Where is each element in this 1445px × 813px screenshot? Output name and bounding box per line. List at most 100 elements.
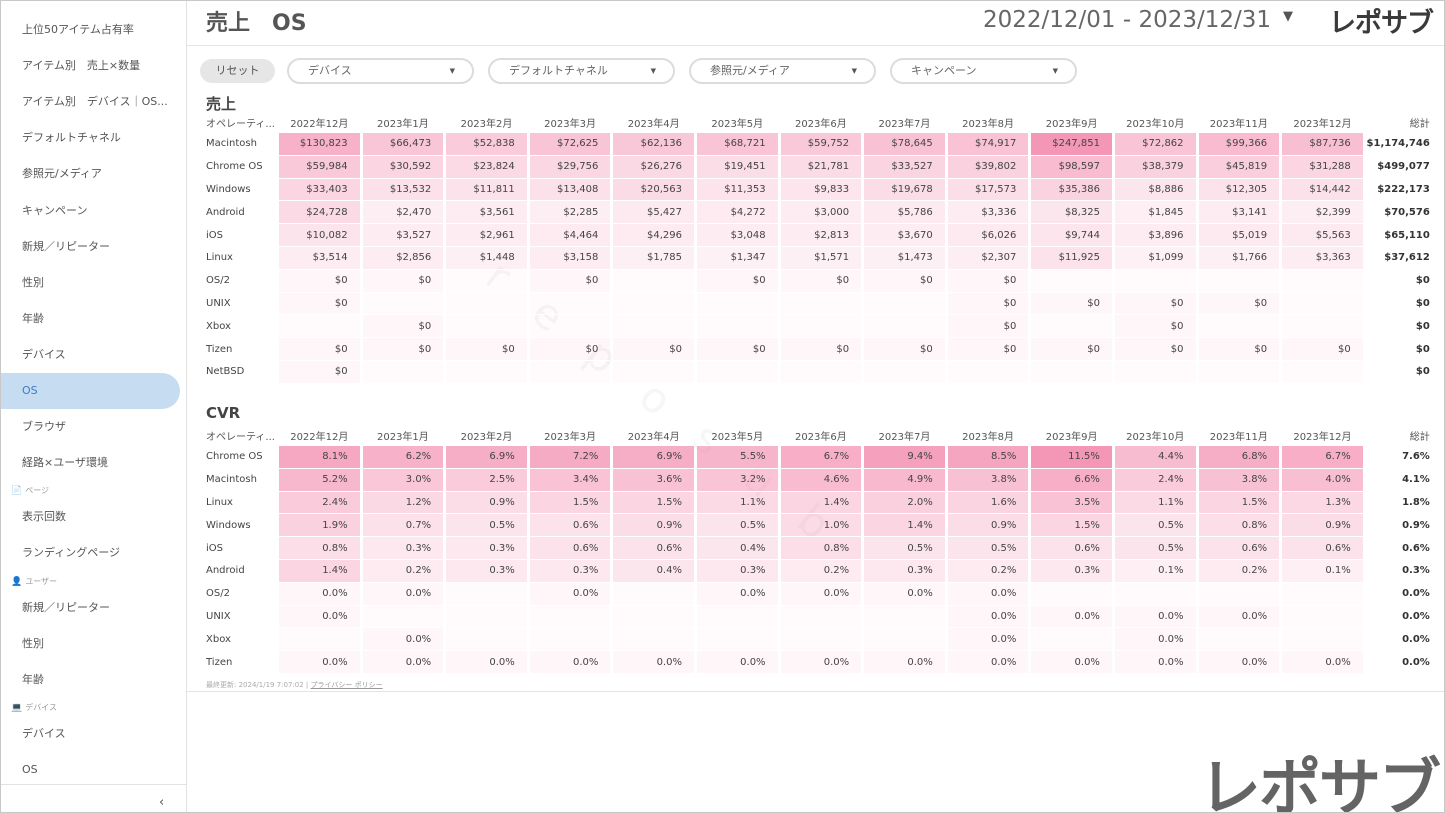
column-header-month[interactable]: 2023年12月 — [1293, 118, 1352, 130]
table-cell: $19,678 — [864, 177, 945, 201]
campaign-filter-dropdown[interactable]: キャンペーン ▼ — [890, 58, 1077, 84]
column-header-total[interactable]: 総計 — [1409, 431, 1430, 443]
column-header-month[interactable]: 2023年5月 — [711, 431, 764, 443]
table-cell — [1282, 581, 1363, 605]
sidebar-item[interactable]: OS — [1, 373, 180, 409]
sidebar-item[interactable]: 表示回数 — [22, 510, 66, 523]
brand-logo: レポサブ — [1329, 8, 1434, 39]
column-header-month[interactable]: 2023年3月 — [544, 431, 596, 443]
column-header-month[interactable]: 2023年10月 — [1126, 118, 1185, 130]
column-header-month[interactable]: 2023年12月 — [1293, 431, 1352, 443]
table-header-row: オペレーティ... 2022年12月 2023年1月 2023年2月 2023年3月 20… — [206, 425, 1432, 445]
table-cell: 0.2% — [780, 558, 862, 582]
column-header-month[interactable]: 2023年7月 — [878, 431, 931, 443]
page-title: 売上 OS — [206, 11, 307, 36]
column-header-month[interactable]: 2023年2月 — [460, 431, 513, 443]
sidebar-item[interactable]: 性別 — [22, 275, 44, 289]
column-header-month[interactable]: 2023年11月 — [1209, 118, 1268, 130]
column-header-month[interactable]: 2023年9月 — [1045, 118, 1098, 130]
sidebar-item[interactable]: 年齢 — [22, 673, 44, 686]
row-label: Tizen — [206, 337, 276, 360]
table-cell: 9.4% — [864, 445, 945, 468]
row-total: 0.6% — [1365, 536, 1432, 559]
column-header-month[interactable]: 2023年8月 — [962, 431, 1014, 443]
column-header-month[interactable]: 2023年3月 — [544, 118, 596, 130]
column-header-month[interactable]: 2023年1月 — [376, 431, 429, 443]
sidebar-item[interactable]: デフォルトチャネル — [22, 131, 121, 145]
table-cell: $45,819 — [1198, 154, 1280, 178]
column-header-month[interactable]: 2023年7月 — [878, 118, 931, 130]
sidebar-item[interactable]: 経路×ユーザ環境 — [22, 456, 108, 470]
column-header-month[interactable]: 2023年11月 — [1209, 431, 1268, 443]
sidebar-item[interactable]: アイテム別 デバイス｜OS... — [22, 95, 168, 109]
sidebar-item[interactable]: ブラウザ — [22, 420, 66, 434]
privacy-policy-link[interactable]: プライバシー ポリシー — [310, 681, 383, 689]
column-header-month[interactable]: 2023年4月 — [627, 118, 680, 130]
table-cell: 0.0% — [1198, 604, 1280, 628]
channel-filter-dropdown[interactable]: デフォルトチャネル ▼ — [488, 58, 675, 84]
column-header-month[interactable]: 2023年4月 — [627, 431, 680, 443]
column-header-dimension[interactable]: オペレーティ... — [206, 118, 275, 130]
column-header-month[interactable]: 2023年1月 — [376, 118, 429, 130]
table-cell: $1,845 — [1114, 200, 1196, 224]
table-cell: $0 — [1282, 337, 1363, 360]
table-cell: 8.1% — [279, 445, 360, 468]
table-cell: $3,141 — [1198, 200, 1280, 224]
column-header-dimension[interactable]: オペレーティ... — [206, 431, 275, 443]
sidebar-item[interactable]: 新規／リピーター — [22, 239, 110, 253]
sidebar-item[interactable]: キャンペーン — [22, 203, 88, 217]
table-cell: 0.5% — [446, 513, 527, 537]
date-range-picker[interactable]: 2022/12/01 - 2023/12/31 — [983, 7, 1272, 33]
table-cell: $1,473 — [864, 245, 945, 269]
table-cell — [279, 627, 360, 650]
sidebar-item[interactable]: アイテム別 売上×数量 — [22, 59, 141, 73]
sidebar-section-label: ページ — [25, 486, 50, 495]
table-cell: 0.1% — [1114, 558, 1196, 582]
row-total: $1,174,746 — [1365, 132, 1432, 155]
sidebar-item[interactable]: ランディングページ — [22, 546, 121, 559]
sidebar-item[interactable]: デバイス — [22, 347, 66, 361]
sidebar-item[interactable]: 参照元/メディア — [22, 167, 102, 181]
column-header-month[interactable]: 2023年9月 — [1045, 431, 1098, 443]
filter-label: デバイス — [308, 64, 352, 77]
table-cell: $21,781 — [780, 154, 862, 178]
column-header-month[interactable]: 2023年8月 — [962, 118, 1014, 130]
table-cell: $1,766 — [1198, 245, 1280, 269]
sidebar-item[interactable]: デバイス — [22, 727, 66, 740]
column-header-month[interactable]: 2023年10月 — [1126, 431, 1185, 443]
sidebar-item[interactable]: 上位50アイテム占有率 — [22, 23, 134, 36]
device-filter-dropdown[interactable]: デバイス ▼ — [287, 58, 474, 84]
table-cell — [696, 604, 778, 628]
footer: 最終更新: 2024/1/19 7:07:02 | プライバシー ポリシー — [203, 680, 386, 690]
column-header-month[interactable]: 2023年2月 — [460, 118, 513, 130]
caret-down-icon[interactable]: ▼ — [1283, 9, 1293, 24]
table-cell — [446, 604, 527, 628]
column-header-month[interactable]: 2023年6月 — [794, 118, 847, 130]
table-cell: $14,442 — [1282, 177, 1363, 201]
table-row: Android $24,728 $2,470 $3,561 $2,285 $5,427 $4… — [206, 200, 1432, 224]
caret-down-icon: ▼ — [851, 67, 857, 75]
column-header-month[interactable]: 2023年5月 — [711, 118, 764, 130]
source-medium-filter-dropdown[interactable]: 参照元/メディア ▼ — [689, 58, 876, 84]
sidebar-item[interactable]: 性別 — [22, 637, 44, 650]
table-cell: 3.8% — [1198, 467, 1280, 491]
column-header-month[interactable]: 2023年6月 — [794, 431, 847, 443]
table-cell: $39,802 — [947, 154, 1029, 178]
column-header-total[interactable]: 総計 — [1409, 118, 1430, 130]
table-cell — [446, 314, 527, 337]
table-cell — [529, 314, 611, 337]
sidebar-item[interactable]: 年齢 — [22, 311, 44, 325]
table-cell — [613, 359, 694, 383]
footer-separator: | — [305, 681, 309, 689]
table-cell: $33,527 — [864, 154, 945, 178]
chevron-left-icon[interactable]: ‹ — [159, 795, 165, 810]
column-header-month[interactable]: 2022年12月 — [290, 118, 349, 130]
row-label: OS/2 — [206, 268, 276, 292]
table-cell: $2,470 — [362, 200, 444, 224]
column-header-month[interactable]: 2022年12月 — [290, 431, 349, 443]
sidebar-item[interactable]: 新規／リピーター — [22, 601, 110, 614]
table-row: Linux 2.4% 1.2% 0.9% 1.5% 1.5% 1.1% 1.4% 2.0% 1.6… — [206, 490, 1432, 514]
reset-button[interactable]: リセット — [200, 59, 275, 83]
table-cell — [864, 291, 945, 315]
sidebar-item[interactable]: OS — [22, 763, 38, 776]
